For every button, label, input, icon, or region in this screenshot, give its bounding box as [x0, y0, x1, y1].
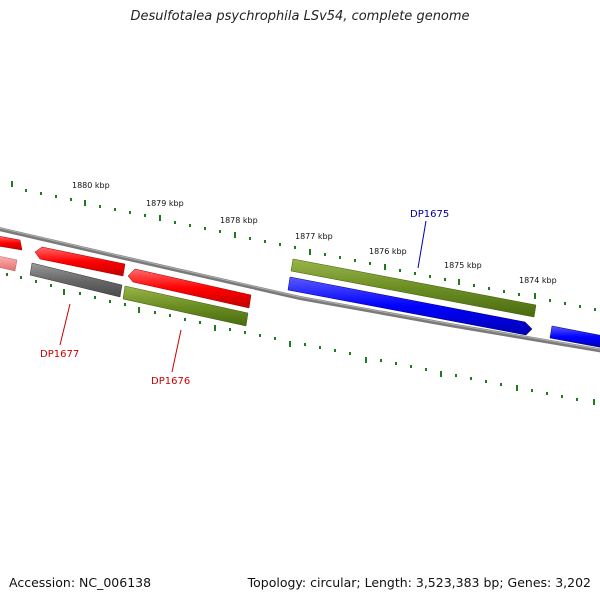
leader-dp1677: [59, 303, 71, 346]
tick-label-1880: 1880 kbp: [72, 181, 110, 190]
map-title: Desulfotalea psychrophila LSv54, complet…: [130, 9, 470, 24]
tick-label-1879: 1879 kbp: [146, 199, 184, 208]
gene-label-dp1677[interactable]: DP1677: [40, 349, 79, 360]
gene-reverse-blue-2[interactable]: [549, 325, 600, 348]
forward-strand-genes: [0, 236, 537, 318]
gene-forward-olive-dp1675[interactable]: [290, 258, 537, 318]
leader-dp1675: [417, 220, 427, 269]
tick-label-1875: 1875 kbp: [444, 261, 482, 270]
gene-forward-red-left[interactable]: [0, 236, 23, 251]
genome-summary-text: Topology: circular; Length: 3,523,383 bp…: [247, 575, 591, 590]
gene-forward-red-2[interactable]: [127, 268, 252, 309]
gene-forward-red-1[interactable]: [34, 246, 126, 277]
accession-text: Accession: NC_006138: [9, 575, 152, 590]
tick-label-1874: 1874 kbp: [519, 276, 557, 285]
reverse-strand-genes: [0, 256, 600, 348]
gene-label-dp1675[interactable]: DP1675: [410, 209, 449, 220]
gene-reverse-pink-left[interactable]: [0, 256, 18, 272]
tick-label-1876: 1876 kbp: [369, 247, 407, 256]
tick-label-1877: 1877 kbp: [295, 232, 333, 241]
gene-reverse-gray-dp1677[interactable]: [29, 262, 123, 298]
gene-reverse-blue-1[interactable]: [287, 276, 533, 336]
minor-ticks-outer: [11, 181, 596, 311]
inner-tick-track: [6, 273, 595, 405]
tick-label-1878: 1878 kbp: [220, 216, 258, 225]
outer-tick-track: [11, 181, 596, 311]
gene-label-dp1676[interactable]: DP1676: [151, 376, 190, 387]
leader-dp1676: [171, 329, 182, 373]
genome-backbone: [0, 227, 600, 353]
gene-reverse-olive-dp1676[interactable]: [122, 285, 249, 327]
